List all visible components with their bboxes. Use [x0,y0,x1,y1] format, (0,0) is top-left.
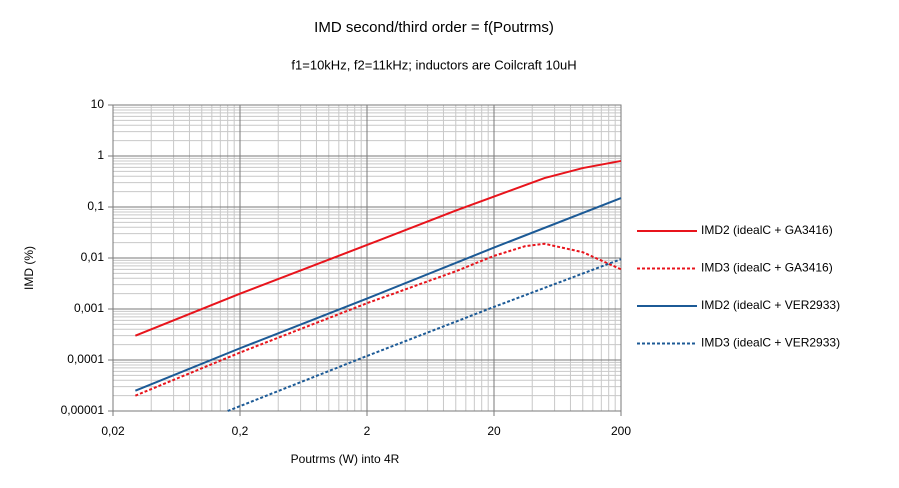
y-tick-label: 10 [91,97,105,111]
legend-label: IMD2 (idealC + GA3416) [701,223,833,237]
legend-label: IMD3 (idealC + GA3416) [701,261,833,275]
y-tick-label: 0,1 [87,199,104,213]
y-tick-label: 0,0001 [67,352,104,366]
x-tick-label: 0,2 [232,424,249,438]
chart-title: IMD second/third order = f(Poutrms) [314,19,554,36]
y-axis-label: IMD (%) [22,246,36,290]
y-tick-label: 0,01 [81,250,105,264]
x-axis-label: Poutrms (W) into 4R [291,452,400,466]
y-tick-label: 1 [97,148,104,162]
x-tick-label: 0,02 [101,424,125,438]
chart-subtitle: f1=10kHz, f2=11kHz; inductors are Coilcr… [291,57,576,72]
plot-border [112,104,622,412]
y-tick-label: 0,00001 [61,403,105,417]
legend-label: IMD2 (idealC + VER2933) [701,298,840,312]
series-line [227,258,622,412]
legend-label: IMD3 (idealC + VER2933) [701,336,840,350]
series-line [134,242,622,397]
x-tick-label: 20 [487,424,501,438]
series-line [134,159,622,337]
y-tick-label: 0,001 [74,301,104,315]
x-tick-label: 200 [611,424,631,438]
x-tick-label: 2 [364,424,371,438]
series-line [134,197,622,392]
